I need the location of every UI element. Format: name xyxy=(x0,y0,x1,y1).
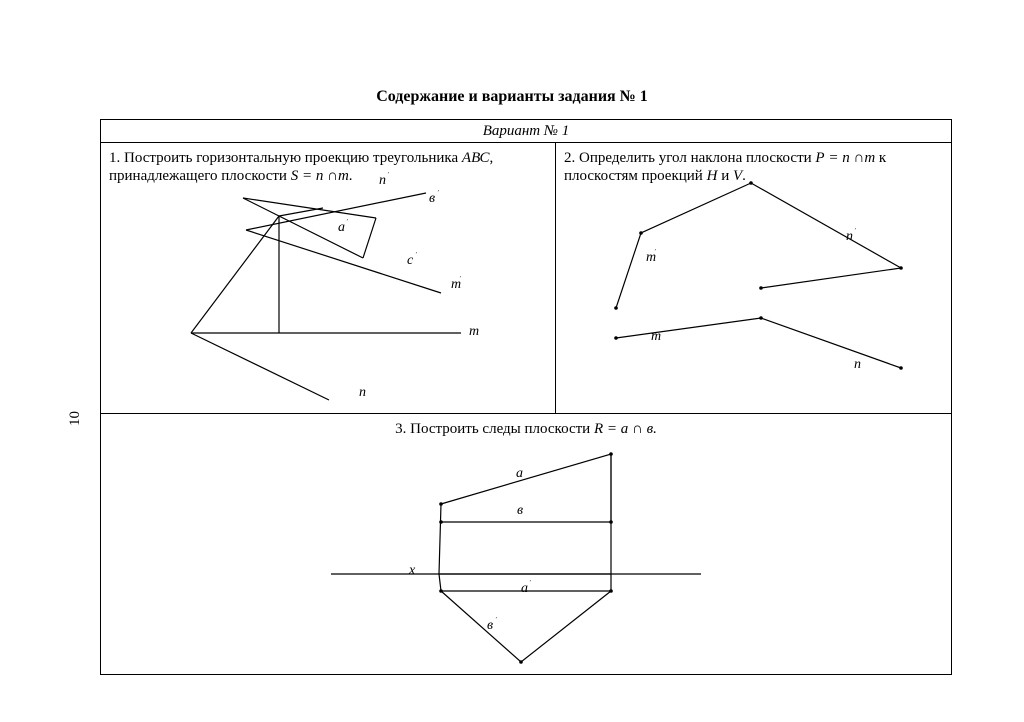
svg-text:n: n xyxy=(846,229,853,244)
svg-text:n: n xyxy=(854,357,861,372)
task-1-figure: n΄в΄a΄с΄m΄mn xyxy=(101,143,556,413)
svg-text:a: a xyxy=(516,466,523,481)
task-1-cell: 1. Построить горизонтальную проекцию тре… xyxy=(101,143,556,413)
variant-header: Вариант № 1 xyxy=(101,120,951,143)
svg-text:m: m xyxy=(469,324,479,339)
task-2-cell: 2. Определить угол наклона плоскости Р =… xyxy=(556,143,951,413)
task-3-figure: aвxa΄в΄ xyxy=(101,414,951,676)
svg-text:n: n xyxy=(379,173,386,188)
svg-text:x: x xyxy=(408,563,416,578)
svg-text:΄: ΄ xyxy=(459,275,462,284)
page-title: Содержание и варианты задания № 1 xyxy=(0,88,1024,106)
svg-text:΄: ΄ xyxy=(654,248,657,257)
svg-text:a: a xyxy=(521,581,528,596)
task-2-figure: m΄n΄mn xyxy=(556,143,951,413)
svg-text:в: в xyxy=(487,618,493,633)
svg-text:΄: ΄ xyxy=(854,227,857,236)
svg-text:΄: ΄ xyxy=(437,189,440,198)
svg-text:΄: ΄ xyxy=(495,616,498,625)
svg-text:n: n xyxy=(359,385,366,400)
svg-text:΄: ΄ xyxy=(415,251,418,260)
task-3-cell: 3. Построить следы плоскости R = а ∩ в. … xyxy=(101,414,951,676)
svg-text:΄: ΄ xyxy=(529,579,532,588)
svg-text:в: в xyxy=(429,191,435,206)
worksheet-frame: Вариант № 1 1. Построить горизонтальную … xyxy=(100,119,952,675)
svg-text:΄: ΄ xyxy=(346,218,349,227)
page-number: 10 xyxy=(67,411,84,426)
svg-text:΄: ΄ xyxy=(387,171,390,180)
svg-text:m: m xyxy=(651,329,661,344)
svg-text:с: с xyxy=(407,253,414,268)
svg-text:a: a xyxy=(338,220,345,235)
svg-text:в: в xyxy=(517,503,523,518)
